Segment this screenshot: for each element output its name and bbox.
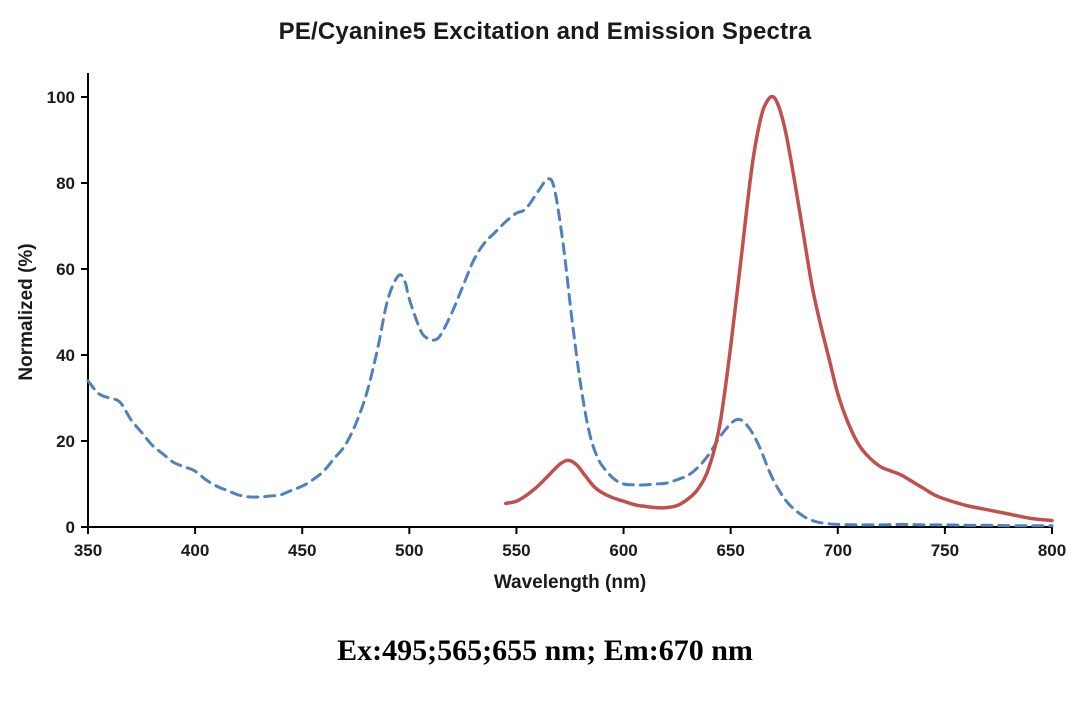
y-axis-title: Normalized (%) (16, 243, 37, 381)
x-tick-label: 650 (716, 541, 744, 560)
caption: Ex:495;565;655 nm; Em:670 nm (337, 634, 753, 667)
x-tick-label: 750 (931, 541, 959, 560)
x-tick-label: 550 (502, 541, 530, 560)
series-emission-line (503, 94, 1054, 523)
y-tick-label: 80 (56, 174, 75, 193)
y-tick-label: 60 (56, 260, 75, 279)
y-tick-label: 100 (47, 88, 75, 107)
y-tick-label: 20 (56, 432, 75, 451)
y-tick-label: 40 (56, 346, 75, 365)
x-axis-title: Wavelength (nm) (493, 572, 647, 593)
y-tick-label: 0 (66, 518, 75, 537)
x-tick-label: 500 (395, 541, 423, 560)
x-tick-label: 450 (288, 541, 316, 560)
x-tick-label: 700 (824, 541, 852, 560)
series-excitation-line (86, 177, 1054, 528)
spectra-chart: 350 400 450 500 550 600 650 700 750 800 0 20 40 60 80 1… (47, 73, 1066, 560)
x-tick-label: 350 (74, 541, 102, 560)
chart-title: PE/Cyanine5 Excitation and Emission Spec… (278, 18, 812, 45)
x-tick-label: 800 (1038, 541, 1066, 560)
x-tick-label: 600 (609, 541, 637, 560)
x-tick-label: 400 (181, 541, 209, 560)
